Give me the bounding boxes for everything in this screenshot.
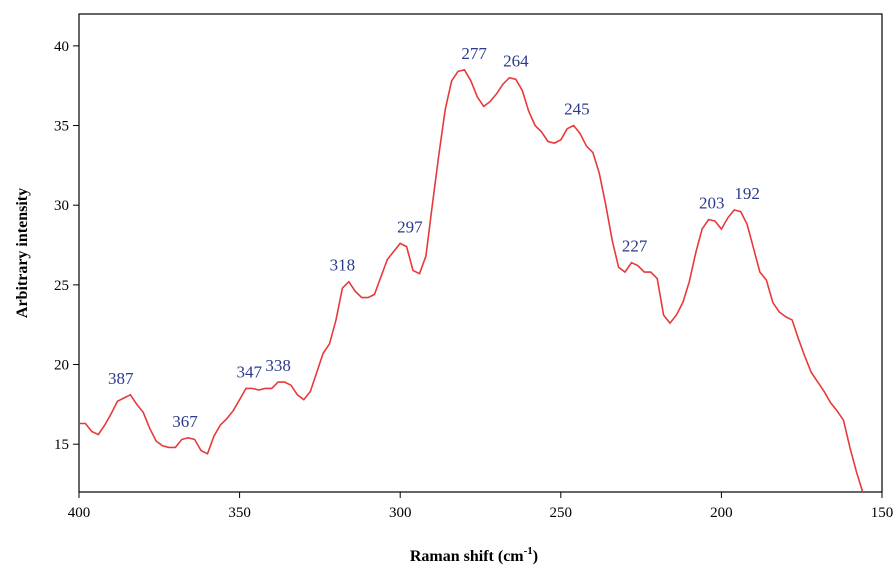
peak-label-367: 367: [172, 412, 198, 431]
y-tick-label: 15: [54, 437, 69, 453]
x-axis-title-close: ): [533, 548, 538, 565]
y-tick-label: 20: [54, 358, 69, 374]
x-tick-label: 350: [228, 505, 251, 521]
peak-label-245: 245: [564, 100, 590, 119]
x-axis: 400 350 300 250 200 150: [68, 492, 894, 521]
x-axis-title-sup: -1: [524, 545, 533, 557]
x-axis-title: Raman shift (cm-1): [410, 545, 538, 565]
y-tick-label: 35: [54, 119, 69, 135]
y-tick-label: 30: [54, 198, 69, 214]
peak-label-192: 192: [734, 184, 760, 203]
x-tick-label: 150: [871, 505, 894, 521]
y-axis-title: Arbitrary intensity: [14, 188, 31, 318]
peak-label-347: 347: [236, 362, 262, 381]
peak-label-297: 297: [397, 217, 423, 236]
peak-label-277: 277: [461, 44, 487, 63]
peak-label-203: 203: [699, 194, 725, 213]
y-axis: 15 20 25 30 35 40: [54, 39, 79, 453]
y-tick-label: 40: [54, 39, 69, 55]
x-tick-label: 250: [550, 505, 573, 521]
peak-label-318: 318: [330, 256, 356, 275]
peak-label-264: 264: [503, 52, 529, 71]
x-tick-label: 300: [389, 505, 412, 521]
peak-label-387: 387: [108, 369, 134, 388]
x-tick-label: 200: [710, 505, 733, 521]
x-tick-label: 400: [68, 505, 91, 521]
peak-label-227: 227: [622, 237, 648, 256]
y-tick-label: 25: [54, 278, 69, 294]
peak-label-338: 338: [265, 356, 291, 375]
spectrum-line: [79, 68, 864, 493]
peak-annotations: 387 367 347 338 318 297 277 264 245 227 203 192: [108, 44, 760, 431]
x-axis-title-main: Raman shift (cm: [410, 548, 524, 565]
plot-frame: [78, 13, 883, 493]
